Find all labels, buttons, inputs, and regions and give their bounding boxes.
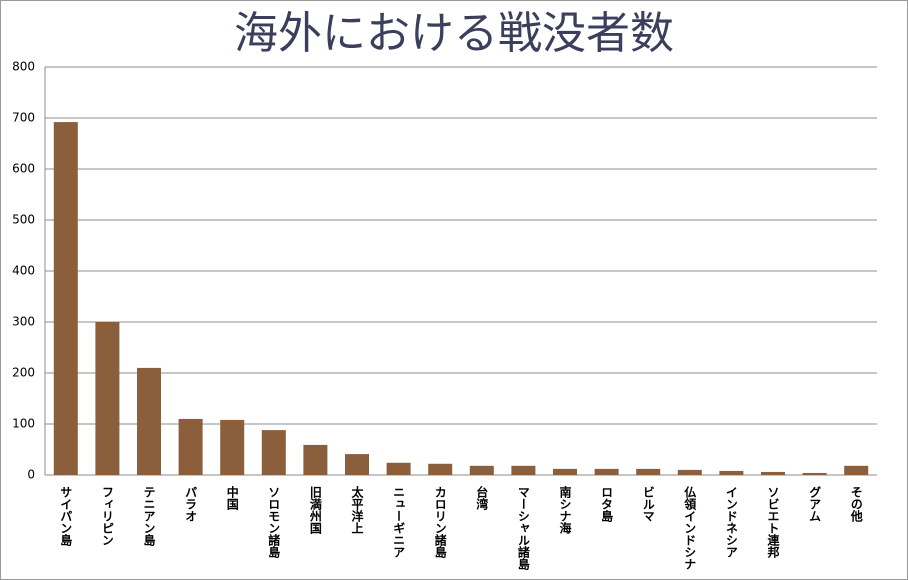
x-tick-label: ソビエト連邦 <box>766 486 780 559</box>
y-tick-label: 600 <box>12 162 35 176</box>
x-tick-label: ビルマ <box>641 486 655 522</box>
y-tick-label: 200 <box>12 366 35 380</box>
x-tick-label: 太平洋上 <box>350 485 364 534</box>
bar <box>844 465 869 475</box>
y-tick-label: 0 <box>27 468 35 482</box>
x-tick-label: 仏領インドシナ <box>683 486 697 570</box>
y-tick-label: 400 <box>12 264 35 278</box>
x-tick-label: ソロモン諸島 <box>267 486 281 559</box>
x-tick-label: グアム <box>808 485 822 522</box>
bar <box>719 470 744 475</box>
bar <box>511 465 536 475</box>
x-tick-label: 中国 <box>225 485 239 511</box>
bar <box>178 418 203 475</box>
chart-title: 海外における戦没者数 <box>234 8 674 59</box>
x-tick-label: その他 <box>849 486 863 523</box>
bar <box>636 468 661 475</box>
bar <box>220 419 245 475</box>
x-tick-label: インドネシア <box>724 486 738 558</box>
bar <box>95 322 120 475</box>
bar <box>386 462 411 475</box>
y-tick-label: 700 <box>12 111 35 125</box>
bar <box>428 463 453 475</box>
bar <box>345 454 369 475</box>
bar <box>677 469 702 475</box>
x-tick-label: フィリピン <box>100 486 114 546</box>
y-tick-label: 500 <box>12 213 35 227</box>
y-tick-label: 800 <box>12 60 35 74</box>
x-tick-label: ニューギニア <box>392 486 406 558</box>
bar <box>137 367 161 475</box>
x-tick-label: テニアン島 <box>142 486 156 547</box>
x-tick-label: マーシャル諸島 <box>516 486 530 571</box>
x-tick-label: 南シナ海 <box>558 485 572 535</box>
bar <box>469 465 494 475</box>
x-tick-label: ロタ島 <box>600 486 614 523</box>
x-tick-label: サイパン島 <box>59 486 73 547</box>
bar <box>261 430 286 475</box>
bar <box>761 471 785 475</box>
bar <box>802 472 827 475</box>
x-tick-label: 台湾 <box>475 485 489 511</box>
bar <box>594 468 619 475</box>
bar <box>553 468 577 475</box>
y-tick-label: 100 <box>12 417 35 431</box>
bar <box>303 444 328 475</box>
x-tick-label: 旧満州国 <box>308 486 322 535</box>
bar <box>53 122 78 475</box>
y-tick-label: 300 <box>12 315 35 329</box>
x-tick-label: パラオ <box>184 486 198 522</box>
x-tick-label: カロリン諸島 <box>433 486 447 559</box>
